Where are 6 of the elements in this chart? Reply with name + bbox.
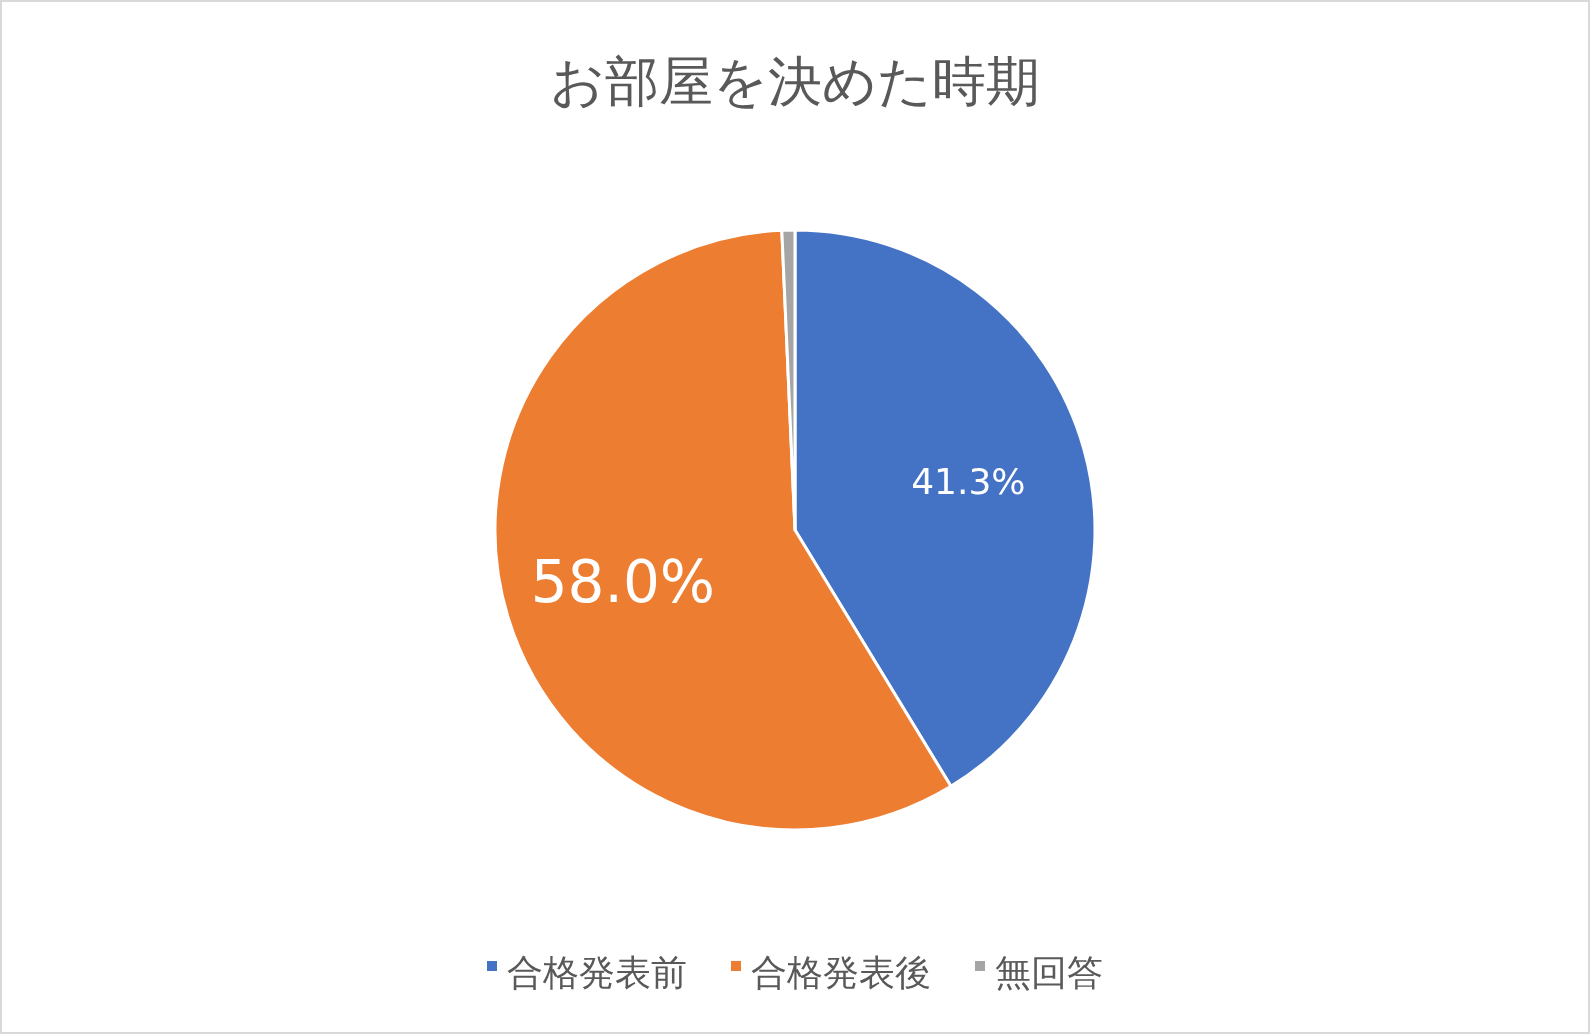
legend-label: 無回答: [995, 951, 1103, 993]
data-label: 58.0%: [530, 548, 715, 617]
legend-label: 合格発表前: [507, 951, 687, 993]
legend-label: 合格発表後: [751, 951, 931, 993]
data-label: 41.3%: [911, 460, 1026, 502]
chart-title: お部屋を決めた時期: [550, 50, 1040, 113]
